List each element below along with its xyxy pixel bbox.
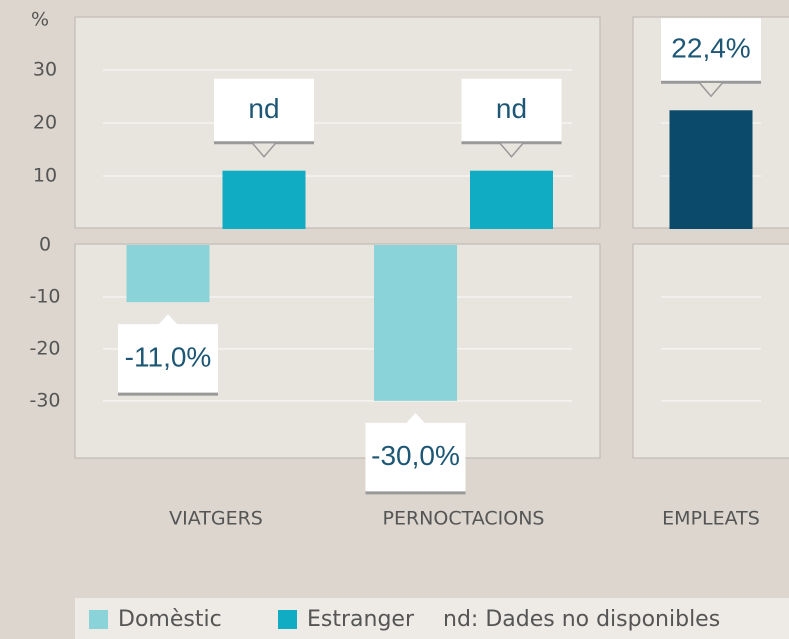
legend-swatch (278, 610, 297, 629)
legend-box (75, 598, 789, 639)
y-tick-label: -30 (29, 389, 60, 411)
note: nd: Dades no disponibles (443, 607, 720, 632)
panel (632, 243, 789, 459)
y-tick-label: 20 (33, 112, 57, 134)
callout-pointer (250, 141, 278, 158)
x-tick-label: PERNOCTACIONS (383, 508, 545, 530)
callout-pointer (158, 314, 178, 326)
callout-box (461, 78, 562, 143)
callout-box (661, 18, 761, 83)
y-tick-label: -20 (29, 337, 60, 359)
bar (669, 110, 753, 229)
y-tick-label: 10 (33, 165, 57, 187)
callout-box (118, 324, 218, 395)
y-axis-label: % (31, 9, 49, 31)
y-tick-label: -10 (29, 285, 60, 307)
legend-label: Estranger (307, 607, 415, 632)
y-tick-label: 0 (39, 234, 51, 256)
bar (470, 170, 553, 229)
callout-pointer (405, 412, 426, 424)
callout-pointer (697, 81, 725, 98)
value-label: nd (248, 93, 279, 124)
x-tick-label: EMPLEATS (662, 508, 760, 530)
value-label: nd (496, 93, 527, 124)
value-label: 22,4% (671, 33, 750, 64)
legend-label: Domèstic (118, 607, 222, 632)
legend-swatch (89, 610, 108, 629)
value-label: -30,0% (371, 440, 460, 471)
value-label: -11,0% (125, 342, 212, 373)
x-tick-label: VIATGERS (169, 508, 263, 530)
callout-box (214, 78, 314, 143)
callout-box (365, 422, 466, 493)
y-tick-label: 30 (33, 59, 57, 81)
bar (374, 245, 457, 401)
bar (222, 170, 306, 229)
bar (126, 245, 210, 303)
callout-pointer (497, 141, 526, 158)
